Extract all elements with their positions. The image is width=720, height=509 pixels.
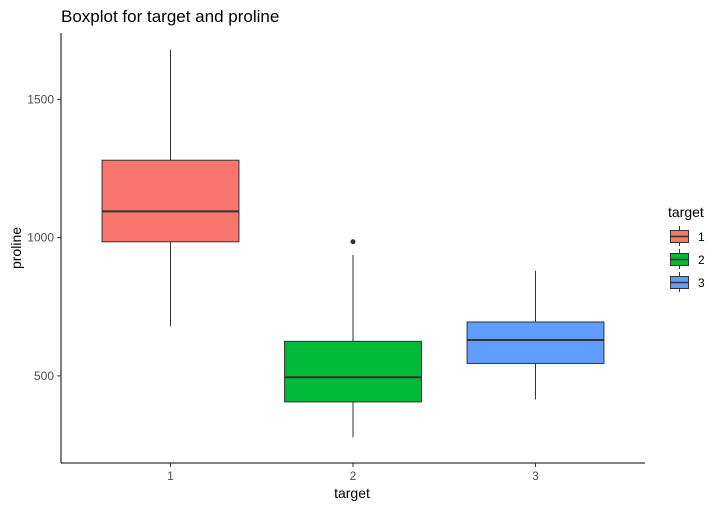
chart-title: Boxplot for target and proline <box>61 7 279 26</box>
box-iqr <box>284 340 422 403</box>
x-tick-label: 1 <box>167 469 174 483</box>
y-axis-title: proline <box>8 227 24 269</box>
x-ticks: 1 2 3 <box>167 463 539 483</box>
y-tick-label: 1500 <box>27 92 54 106</box>
legend-label: 1 <box>698 230 705 244</box>
box-group-3 <box>466 270 605 400</box>
legend-item-2: 2 <box>670 249 705 269</box>
y-ticks: 500 1000 1500 <box>27 92 61 383</box>
legend-label: 2 <box>698 253 705 267</box>
legend-title: target <box>668 204 704 220</box>
plot-area: 500 1000 1500 1 2 3 <box>27 33 645 483</box>
y-tick-label: 500 <box>34 369 54 383</box>
box-group-2 <box>284 239 422 438</box>
legend-label: 3 <box>698 276 705 290</box>
legend-item-1: 1 <box>670 226 705 246</box>
y-tick-label: 1000 <box>27 231 54 245</box>
boxes-layer <box>101 49 605 438</box>
legend-items: 1 2 3 <box>670 226 705 292</box>
x-axis-title: target <box>334 485 370 501</box>
legend: target 1 2 3 <box>668 204 705 292</box>
box-group-1 <box>101 49 240 327</box>
legend-item-3: 3 <box>670 272 705 292</box>
x-tick-label: 2 <box>350 469 357 483</box>
box-iqr <box>466 321 605 364</box>
box-iqr <box>101 159 240 243</box>
outlier-point <box>350 239 356 245</box>
x-tick-label: 3 <box>532 469 539 483</box>
